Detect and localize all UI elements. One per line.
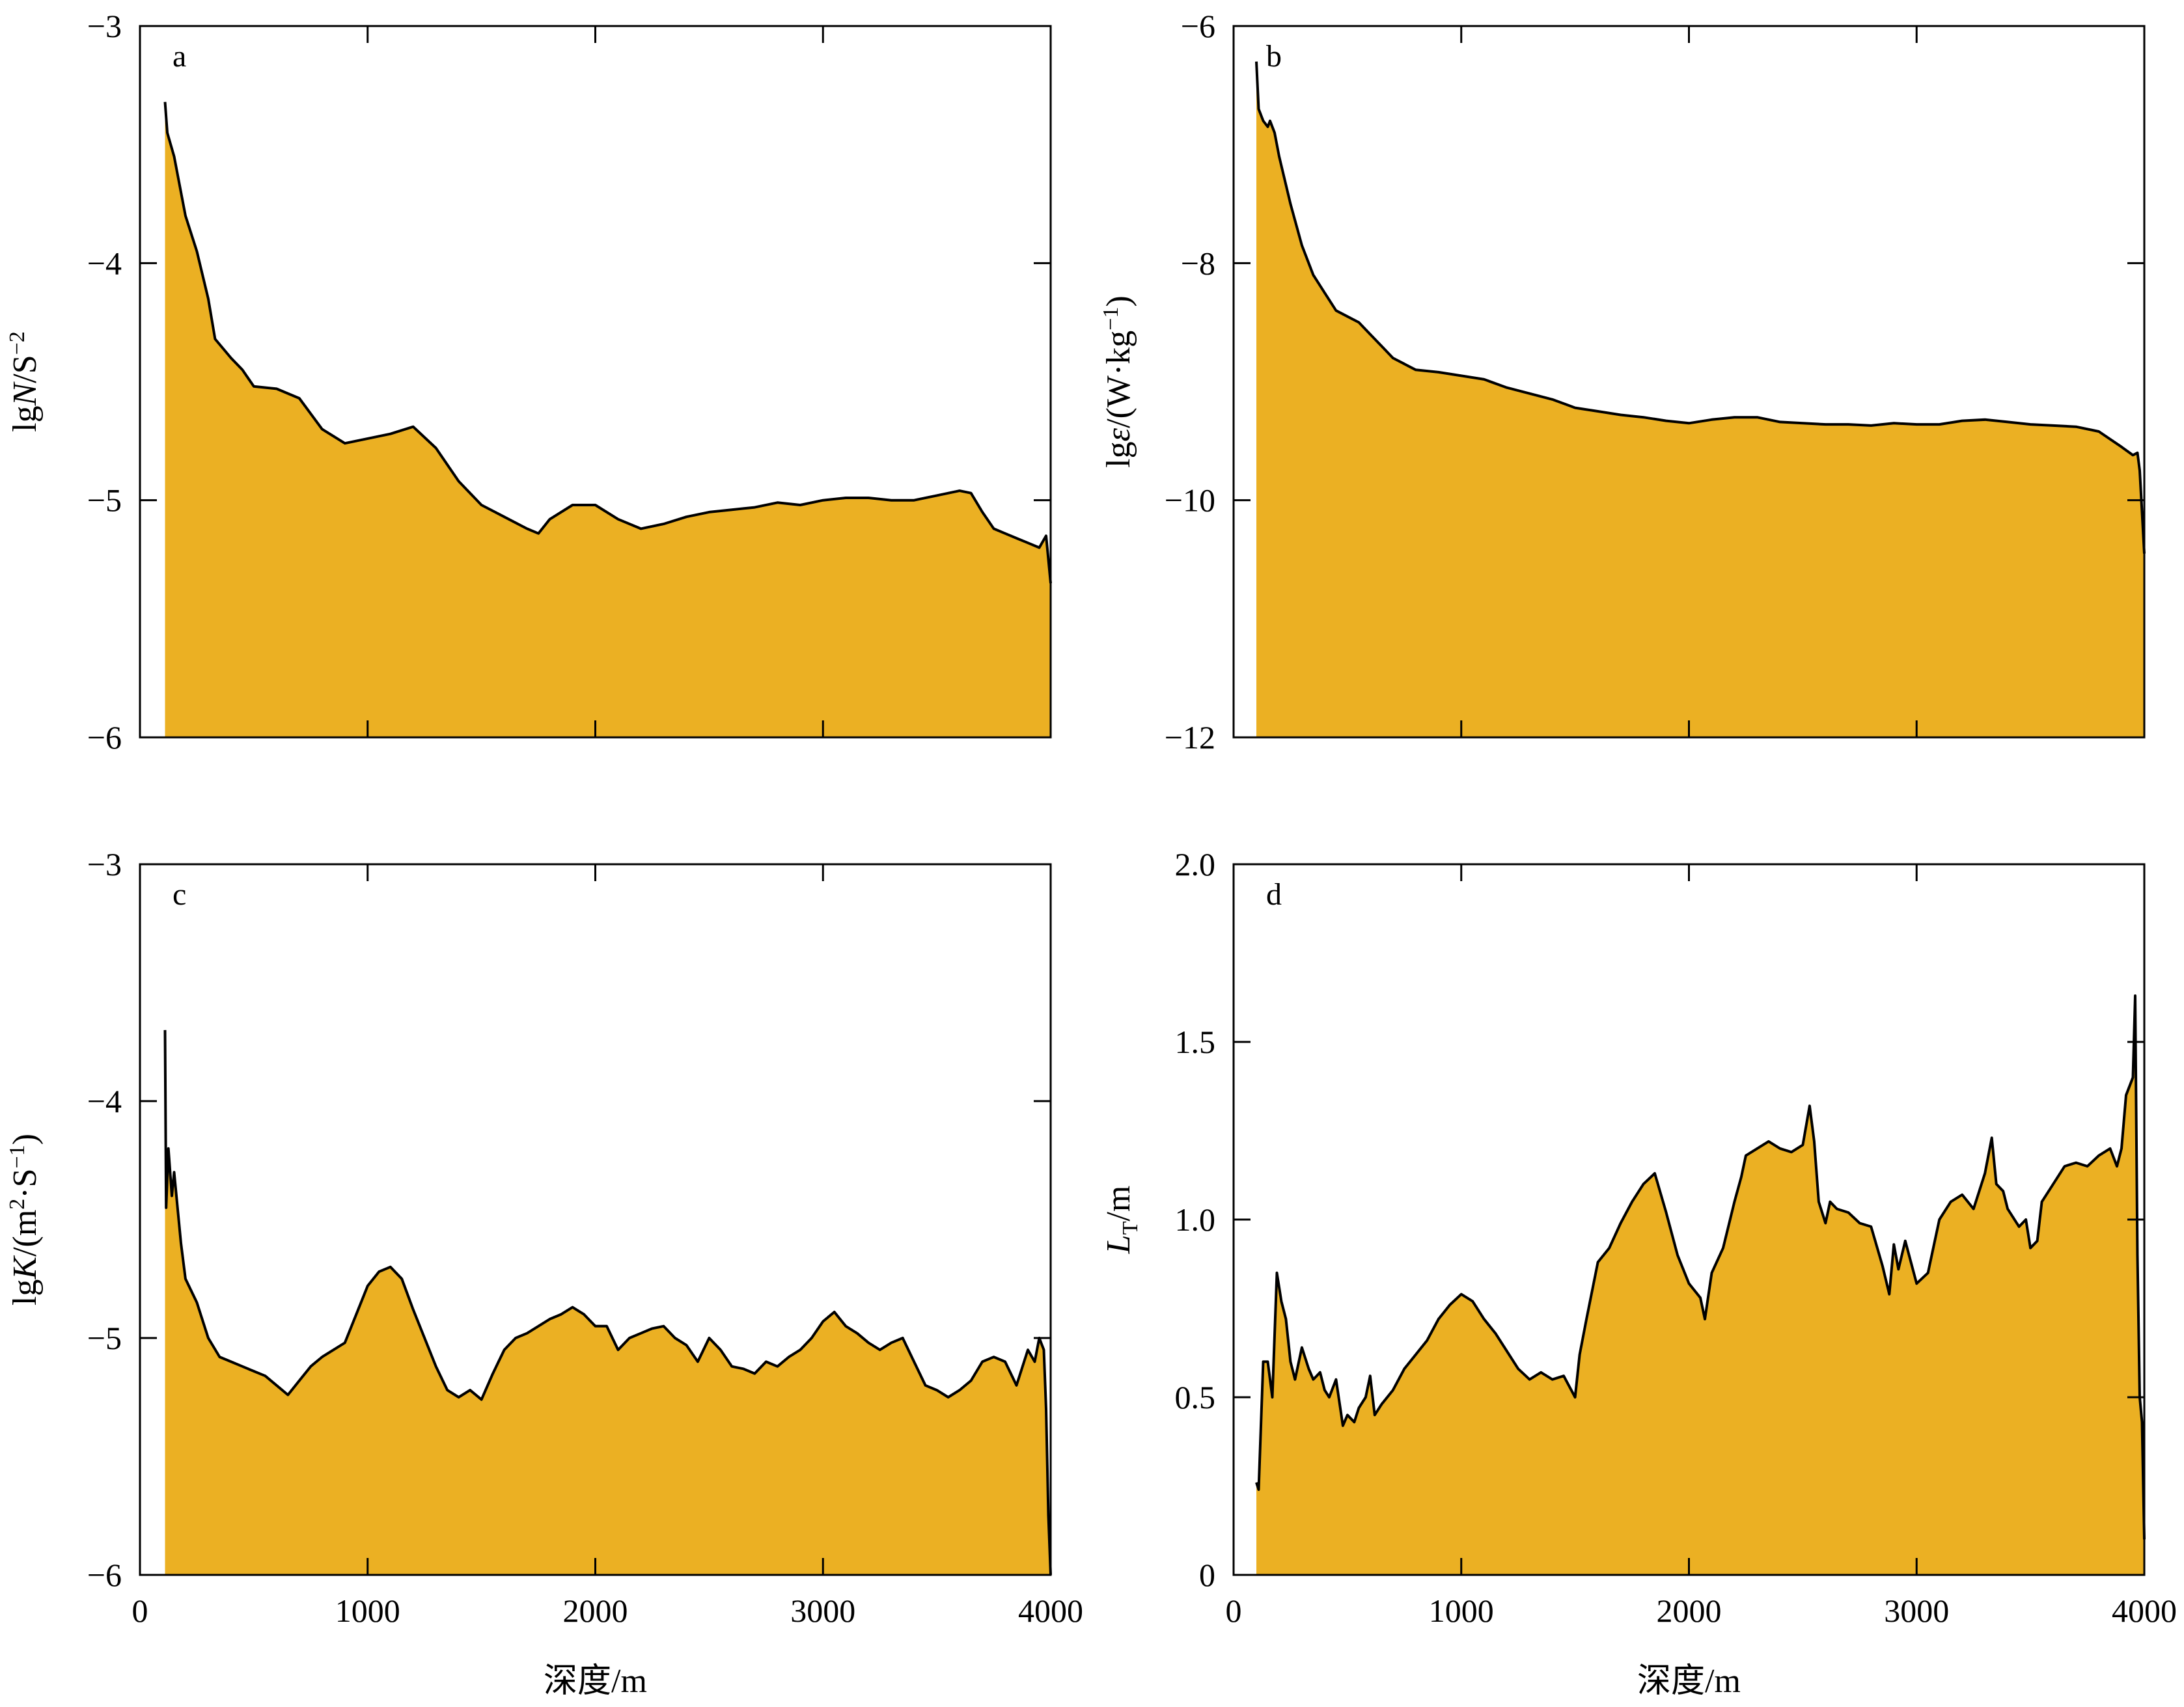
y-axis-label: lgK/(m2·S−1) — [5, 1134, 44, 1305]
x-tick-label: 1000 — [1429, 1592, 1494, 1629]
panel-d-area — [1256, 996, 2144, 1575]
y-axis-label-part: −2 — [5, 331, 29, 355]
panel-a-area — [165, 102, 1051, 738]
y-tick-label: −4 — [87, 1083, 122, 1119]
x-tick-label: 4000 — [2112, 1592, 2177, 1629]
y-axis-label-part: ) — [1100, 295, 1137, 307]
panel-d-line — [1255, 994, 2146, 1540]
panel-letter: b — [1266, 39, 1282, 74]
y-tick-label: 1.0 — [1175, 1201, 1216, 1238]
y-axis-label-part: K — [7, 1255, 44, 1280]
y-tick-label: 1.5 — [1175, 1024, 1216, 1060]
y-axis-label-part: /(W·kg — [1100, 331, 1137, 428]
y-tick-label: −5 — [87, 482, 122, 519]
y-axis-label-part: −1 — [1099, 307, 1123, 331]
x-tick-label: 0 — [1226, 1592, 1242, 1629]
x-tick-label: 3000 — [790, 1592, 855, 1629]
x-tick-label: 1000 — [335, 1592, 400, 1629]
panel-c-area — [165, 1030, 1051, 1575]
y-tick-label: −6 — [1181, 8, 1215, 44]
y-axis-label-part: 2 — [5, 1199, 29, 1210]
panel-b: −12 −10 −8 −6 b lgε/(W·kg−1) — [1099, 8, 2146, 756]
panel-c: 0 1000 2000 3000 4000 −6 −5 −4 −3 c lgK/(m2·S−1) 深度… — [5, 846, 1083, 1700]
y-tick-label: 0.5 — [1175, 1379, 1216, 1415]
x-tick-label: 0 — [132, 1592, 148, 1629]
x-tick-label: 4000 — [1018, 1592, 1083, 1629]
panel-letter: a — [173, 39, 186, 74]
x-axis-label: 深度/m — [1637, 1663, 1741, 1700]
y-tick-label: −6 — [87, 1557, 122, 1593]
y-tick-label: −4 — [87, 245, 122, 281]
y-tick-label: −3 — [87, 8, 122, 44]
y-axis-label-part: /(m — [7, 1210, 44, 1257]
x-axis-label: 深度/m — [544, 1663, 647, 1700]
y-tick-label: −3 — [87, 846, 122, 882]
y-axis-label-part: lg — [7, 405, 44, 431]
panel-b-line — [1255, 61, 2146, 554]
y-tick-label: 2.0 — [1175, 846, 1216, 882]
y-axis-label: lgε/(W·kg−1) — [1099, 295, 1137, 468]
y-tick-label: −12 — [1165, 719, 1215, 756]
y-axis-label-part: L — [1100, 1235, 1137, 1254]
y-axis-label-part: /S — [7, 355, 44, 383]
panel-a: −6 −5 −4 −3 a lgN/S−2 — [5, 8, 1052, 756]
y-tick-label: −6 — [87, 719, 122, 756]
panel-letter: d — [1266, 877, 1282, 912]
y-axis-label-part: ·S — [7, 1168, 44, 1198]
x-tick-label: 2000 — [563, 1592, 628, 1629]
panel-a-line — [163, 102, 1052, 584]
y-tick-label: −10 — [1165, 482, 1215, 519]
y-tick-label: −5 — [87, 1320, 122, 1356]
y-tick-label: −8 — [1181, 245, 1215, 281]
y-axis-label-part: N — [7, 381, 44, 406]
y-axis-label: lgN/S−2 — [5, 331, 44, 432]
y-axis-label-part: /m — [1100, 1186, 1137, 1222]
x-tick-label: 3000 — [1884, 1592, 1949, 1629]
x-tick-label: 2000 — [1657, 1592, 1722, 1629]
panel-c-line — [163, 1030, 1052, 1576]
y-axis-label: LT/m — [1100, 1186, 1142, 1255]
y-tick-label: 0 — [1199, 1557, 1215, 1593]
y-axis-label-part: ε — [1100, 428, 1137, 441]
panel-d: 0 1000 2000 3000 4000 0 0.5 1.0 1.5 2.0 d LT/m 深度/m — [1100, 846, 2177, 1700]
panel-b-area — [1256, 61, 2144, 738]
y-axis-label-part: lg — [1100, 441, 1137, 467]
y-axis-label-part: lg — [7, 1279, 44, 1305]
y-axis-label-part: ) — [7, 1134, 44, 1145]
y-axis-label-part: T — [1118, 1221, 1142, 1235]
y-axis-label-part: −1 — [5, 1145, 29, 1168]
panel-letter: c — [173, 877, 186, 912]
